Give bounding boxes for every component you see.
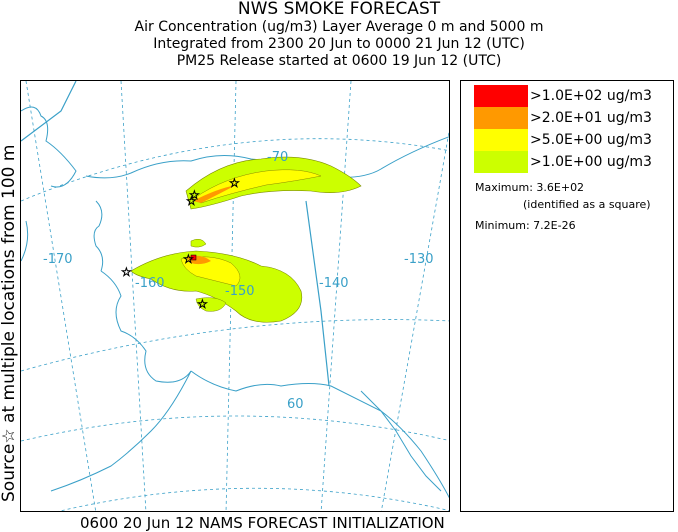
map-panel: ☆ ☆ ☆ ☆ ☆ ☆ -170 -160 -150 -140 -130 -70… [20,80,450,512]
longitude-line-130 [380,129,449,511]
coastlines [21,106,449,499]
legend-swatch-orange [474,107,528,129]
source-star-icon: ☆ [197,297,208,311]
forecast-header: NWS SMOKE FORECAST Air Concentration (ug… [0,0,678,70]
gulf-coast [190,370,449,499]
chukotka-coast [21,106,77,188]
small-plume [190,238,207,248]
panhandle-coast [360,390,442,492]
latitude-line-70 [21,138,449,202]
longitude-line-170 [25,81,97,511]
latitude-line-55 [58,487,449,511]
integration-period: Integrated from 2300 20 Jun to 0000 21 J… [153,36,525,52]
grid-label-160: -160 [135,276,165,291]
maximum-value: Maximum: 3.6E+02 [475,181,585,194]
legend-label-3: >5.0E+00 ug/m3 [530,132,652,148]
seward-coast [93,200,104,272]
legend-label-4: >1.0E+00 ug/m3 [530,154,652,170]
grid-label-140: -140 [319,276,349,291]
southern-plume-outer [130,250,303,323]
grid-label-170: -170 [43,252,73,267]
concentration-line: Air Concentration (ug/m3) Layer Average … [134,19,544,35]
legend-row-3: >5.0E+00 ug/m3 [474,129,664,151]
western-coast [100,270,192,383]
maximum-note: (identified as a square) [523,198,651,211]
legend-label-2: >2.0E+01 ug/m3 [530,110,652,126]
source-star-icon: ☆ [229,176,240,190]
legend-swatch-yellow [474,129,528,151]
legend-row-1: >1.0E+02 ug/m3 [474,85,664,107]
source-star-icon: ☆ [186,194,197,208]
grid-label-130: -130 [404,252,434,267]
legend-row-4: >1.0E+00 ug/m3 [474,151,664,173]
smoke-map: ☆ ☆ ☆ ☆ ☆ ☆ -170 -160 -150 -140 -130 -70… [21,81,449,511]
longitude-line-160 [120,81,147,511]
southern-plume-mid [180,256,241,287]
peninsula-coast [50,370,192,492]
legend-row-2: >2.0E+01 ug/m3 [474,107,664,129]
source-star-icon: ☆ [183,252,194,266]
source-side-label: Source☆ at multiple locations from 100 m [0,144,19,502]
northern-plume-inner [193,185,236,203]
forecast-initialization: 0600 20 Jun 12 NAMS FORECAST INITIALIZAT… [80,514,445,532]
grid-label-150: -150 [225,284,255,299]
source-star-icon: ☆ [189,188,200,202]
latitude-line-65 [21,319,449,372]
release-info: PM25 Release started at 0600 19 Jun 12 (… [176,53,502,69]
graticule [21,81,449,511]
grid-label-60: 60 [287,397,304,412]
longitude-line-140 [320,81,352,511]
source-star-icon: ☆ [121,265,132,279]
smoke-plumes [130,156,362,323]
peninsula-plume [195,297,227,312]
grid-label-70: -70 [267,150,288,165]
legend-label-1: >1.0E+02 ug/m3 [530,88,652,104]
forecast-title: NWS SMOKE FORECAST [237,0,441,19]
legend-swatch-lime [474,151,528,173]
northern-plume-mid [192,169,322,204]
legend-panel: >1.0E+02 ug/m3 >2.0E+01 ug/m3 >5.0E+00 u… [460,80,674,512]
source-markers: ☆ ☆ ☆ ☆ ☆ ☆ [121,176,240,312]
latitude-line-60 [21,415,449,442]
legend-swatch-red [474,85,528,107]
maximum-square [190,254,197,261]
arctic-coast [85,136,449,179]
dateline-boundary [21,81,77,142]
minimum-value: Minimum: 7.2E-26 [475,219,576,232]
border-line [305,200,330,387]
siberia-coast [21,220,29,262]
